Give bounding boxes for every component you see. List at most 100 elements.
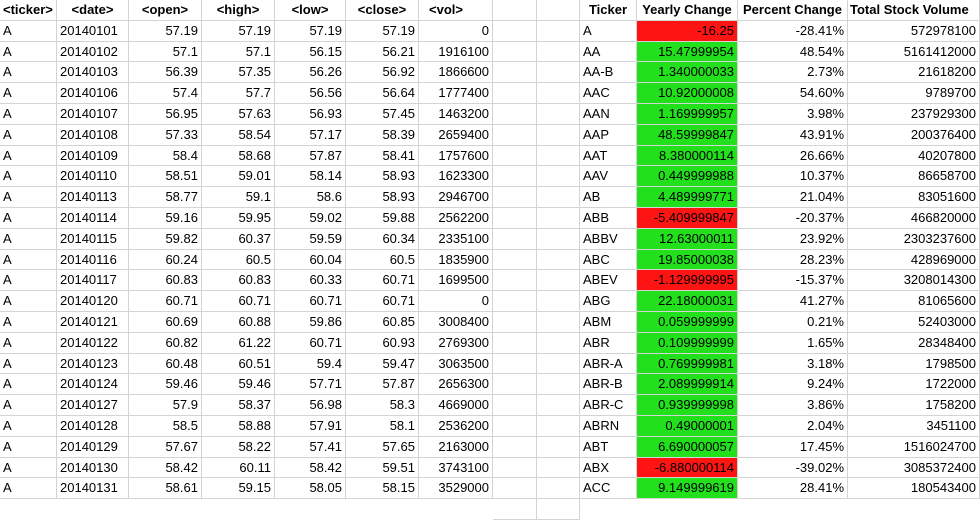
table-cell[interactable]: 59.46 [129, 374, 202, 396]
table-cell[interactable]: 4669000 [419, 395, 493, 416]
empty-cell[interactable] [493, 311, 537, 333]
ticker-cell[interactable]: ABT [580, 436, 637, 458]
empty-cell[interactable] [493, 207, 537, 229]
percent-change-cell[interactable]: 10.37% [738, 166, 848, 188]
empty-cell[interactable] [493, 249, 537, 271]
empty-cell[interactable] [493, 374, 537, 396]
table-cell[interactable]: 57.19 [202, 20, 275, 42]
table-cell[interactable]: 56.15 [275, 41, 346, 63]
ticker-cell[interactable]: ABX [580, 457, 637, 479]
table-cell[interactable]: 60.51 [202, 353, 275, 375]
table-cell[interactable]: 57.19 [275, 20, 346, 42]
table-cell[interactable]: 2536200 [419, 415, 493, 437]
table-cell[interactable]: 57.71 [275, 374, 346, 396]
percent-change-cell[interactable]: 9.24% [738, 374, 848, 396]
percent-change-cell[interactable]: 26.66% [738, 145, 848, 167]
ticker-cell[interactable]: AAC [580, 83, 637, 104]
table-cell[interactable]: 20140129 [57, 436, 129, 458]
table-cell[interactable]: 60.33 [275, 270, 346, 292]
table-cell[interactable]: 57.63 [202, 103, 275, 125]
table-cell[interactable]: 58.15 [346, 478, 419, 500]
table-cell[interactable]: 60.83 [129, 270, 202, 292]
table-cell[interactable]: 57.65 [346, 436, 419, 458]
table-cell[interactable]: A [0, 145, 57, 167]
table-cell[interactable]: 60.82 [129, 332, 202, 354]
table-cell[interactable]: 58.54 [202, 124, 275, 146]
empty-cell[interactable] [537, 145, 580, 167]
percent-change-cell[interactable]: 3.18% [738, 353, 848, 375]
table-cell[interactable]: 20140107 [57, 103, 129, 125]
percent-change-cell[interactable]: 54.60% [738, 83, 848, 104]
table-cell[interactable]: 58.93 [346, 187, 419, 208]
table-cell[interactable]: A [0, 478, 57, 500]
table-cell[interactable]: 60.04 [275, 249, 346, 271]
empty-cell[interactable] [493, 353, 537, 375]
percent-change-cell[interactable]: -20.37% [738, 207, 848, 229]
table-cell[interactable]: 60.34 [346, 228, 419, 250]
table-cell[interactable]: 1866600 [419, 62, 493, 84]
table-cell[interactable]: 59.47 [346, 353, 419, 375]
table-cell[interactable]: 57.33 [129, 124, 202, 146]
percent-change-cell[interactable]: 41.27% [738, 291, 848, 312]
ticker-cell[interactable]: AAV [580, 166, 637, 188]
empty-cell[interactable] [537, 103, 580, 125]
yearly-change-cell[interactable]: 1.340000033 [637, 62, 738, 84]
table-cell[interactable]: A [0, 353, 57, 375]
ticker-cell[interactable]: AA-B [580, 62, 637, 84]
table-cell[interactable]: A [0, 124, 57, 146]
empty-cell[interactable] [493, 62, 537, 84]
empty-cell[interactable] [537, 270, 580, 292]
table-cell[interactable]: 20140103 [57, 62, 129, 84]
table-cell[interactable]: 59.15 [202, 478, 275, 500]
table-cell[interactable]: 56.95 [129, 103, 202, 125]
table-cell[interactable]: 58.42 [129, 457, 202, 479]
empty-cell[interactable] [493, 166, 537, 188]
total-volume-cell[interactable]: 3451100 [848, 415, 980, 437]
percent-change-cell[interactable]: -28.41% [738, 20, 848, 42]
column-header-total-stock-volume[interactable]: Total Stock Volume [848, 0, 980, 21]
table-cell[interactable]: 59.46 [202, 374, 275, 396]
total-volume-cell[interactable]: 3208014300 [848, 270, 980, 292]
percent-change-cell[interactable]: 3.98% [738, 103, 848, 125]
table-cell[interactable]: 20140113 [57, 187, 129, 208]
table-cell[interactable]: 1699500 [419, 270, 493, 292]
table-cell[interactable]: A [0, 187, 57, 208]
table-cell[interactable]: 20140106 [57, 83, 129, 104]
table-cell[interactable]: 20140127 [57, 395, 129, 416]
table-cell[interactable]: 60.71 [129, 291, 202, 312]
table-cell[interactable]: 20140102 [57, 41, 129, 63]
table-cell[interactable]: 57.87 [346, 374, 419, 396]
table-cell[interactable]: 58.3 [346, 395, 419, 416]
percent-change-cell[interactable]: -15.37% [738, 270, 848, 292]
total-volume-cell[interactable]: 237929300 [848, 103, 980, 125]
percent-change-cell[interactable]: 0.21% [738, 311, 848, 333]
yearly-change-cell[interactable]: 0.939999998 [637, 395, 738, 416]
percent-change-cell[interactable]: -39.02% [738, 457, 848, 479]
table-cell[interactable]: 57.35 [202, 62, 275, 84]
empty-cell[interactable] [493, 332, 537, 354]
table-cell[interactable]: 57.41 [275, 436, 346, 458]
table-cell[interactable]: 60.88 [202, 311, 275, 333]
table-cell[interactable]: 20140123 [57, 353, 129, 375]
empty-cell[interactable] [493, 41, 537, 63]
table-cell[interactable]: 56.26 [275, 62, 346, 84]
empty-cell[interactable] [493, 499, 537, 520]
empty-cell[interactable] [537, 187, 580, 208]
table-cell[interactable]: 60.71 [202, 291, 275, 312]
table-cell[interactable]: 59.86 [275, 311, 346, 333]
table-cell[interactable]: 58.4 [129, 145, 202, 167]
table-cell[interactable]: 57.4 [129, 83, 202, 104]
empty-cell[interactable] [537, 353, 580, 375]
percent-change-cell[interactable]: 23.92% [738, 228, 848, 250]
table-cell[interactable]: A [0, 41, 57, 63]
ticker-cell[interactable]: ABB [580, 207, 637, 229]
table-cell[interactable]: 58.93 [346, 166, 419, 188]
table-cell[interactable]: 59.88 [346, 207, 419, 229]
yearly-change-cell[interactable]: 4.489999771 [637, 187, 738, 208]
percent-change-cell[interactable]: 3.86% [738, 395, 848, 416]
yearly-change-cell[interactable]: 22.18000031 [637, 291, 738, 312]
table-cell[interactable]: 58.6 [275, 187, 346, 208]
percent-change-cell[interactable]: 17.45% [738, 436, 848, 458]
total-volume-cell[interactable]: 466820000 [848, 207, 980, 229]
table-cell[interactable]: 0 [419, 20, 493, 42]
